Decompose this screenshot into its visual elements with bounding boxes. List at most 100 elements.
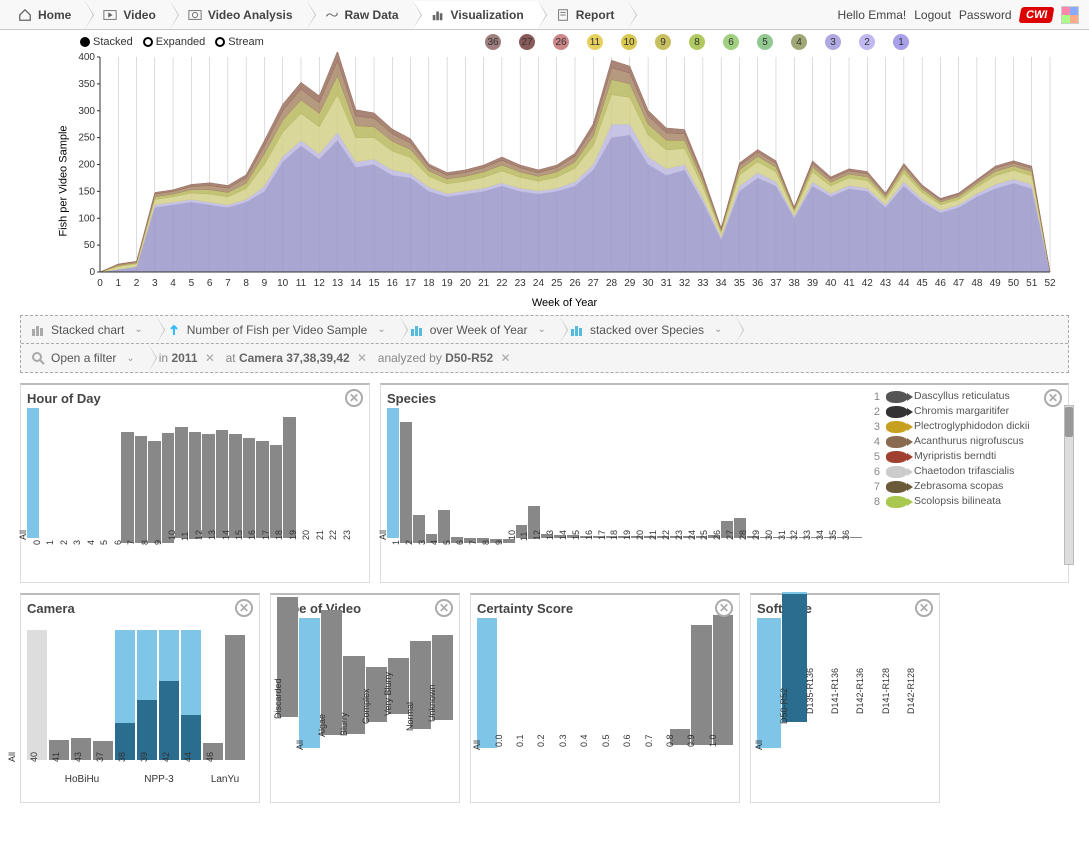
legend-stream[interactable]: Stream xyxy=(215,36,263,48)
bar-item[interactable]: 0.4 xyxy=(584,745,604,760)
nav-visualization[interactable]: Visualization xyxy=(413,1,538,29)
svg-text:13: 13 xyxy=(332,278,344,289)
species-list-item[interactable]: 6 Chaetodon trifascialis xyxy=(868,466,1062,478)
camera-bar[interactable] xyxy=(115,630,135,760)
species-badge[interactable]: 4 xyxy=(791,34,807,50)
home-icon xyxy=(18,8,32,22)
bar-item[interactable]: 0.7 xyxy=(648,745,668,760)
close-panel-software[interactable]: ✕ xyxy=(915,599,933,617)
species-badge[interactable]: 6 xyxy=(723,34,739,50)
species-list-item[interactable]: 3 Plectroglyphidodon dickii xyxy=(868,421,1062,433)
ctrl-stacked-over[interactable]: stacked over Species⌄ xyxy=(560,317,736,343)
bar-item[interactable]: 7 xyxy=(135,436,147,550)
bar-item[interactable]: 0.3 xyxy=(563,745,583,760)
species-badge[interactable]: 27 xyxy=(519,34,535,50)
nav-video[interactable]: Video xyxy=(85,1,169,29)
bar-item[interactable]: D141-R128 xyxy=(883,712,907,760)
camera-bar[interactable] xyxy=(225,635,245,760)
species-badge[interactable]: 3 xyxy=(825,34,841,50)
ctrl-chart-type[interactable]: Stacked chart⌄ xyxy=(21,317,157,343)
nav-video-label: Video xyxy=(123,8,155,22)
close-panel-videotype[interactable]: ✕ xyxy=(435,599,453,617)
nav-raw[interactable]: Raw Data xyxy=(307,1,413,29)
bar-item[interactable]: All xyxy=(757,618,781,760)
bar-item[interactable]: 0.5 xyxy=(606,745,626,760)
fish-icon xyxy=(886,451,908,463)
close-panel-camera[interactable]: ✕ xyxy=(235,599,253,617)
remove-filter-year[interactable]: ✕ xyxy=(205,351,215,365)
species-list-item[interactable]: 7 Zebrasoma scopas xyxy=(868,481,1062,493)
bar-item[interactable]: 11 xyxy=(528,506,540,550)
species-list-item[interactable]: 5 Myripristis berndti xyxy=(868,451,1062,463)
species-bars[interactable]: All1234567891011121314151617181920212223… xyxy=(387,410,862,550)
ctrl-measure[interactable]: Number of Fish per Video Sample⌄ xyxy=(157,317,400,343)
bar-item[interactable]: 8 xyxy=(148,441,160,550)
bar-item[interactable]: Algae xyxy=(321,610,342,760)
close-panel-species[interactable]: ✕ xyxy=(1044,389,1062,407)
hour-bars[interactable]: All0123456789101112131415161718192021222… xyxy=(27,410,363,550)
panel-videotype: Type of Video ✕ DiscardedAllAlgaeBlurryC… xyxy=(270,593,460,803)
camera-bar[interactable] xyxy=(181,630,201,760)
bar-item[interactable]: 9 xyxy=(503,539,515,550)
videotype-bars[interactable]: DiscardedAllAlgaeBlurryComplexVery Blurr… xyxy=(277,620,453,760)
species-list-item[interactable]: 2 Chromis margaritifer xyxy=(868,406,1062,418)
bar-item[interactable]: 0.0 xyxy=(498,745,518,760)
software-bars[interactable]: AllD50-R52D135-R136D141-R136D142-R136D14… xyxy=(757,620,933,760)
species-badge[interactable]: 5 xyxy=(757,34,773,50)
bar-item[interactable]: 23 xyxy=(351,538,363,550)
logout-link[interactable]: Logout xyxy=(914,8,951,22)
main-chart-svg[interactable]: 0501001502002503003504000123456789101112… xyxy=(60,52,1060,292)
ctrl-open-filter[interactable]: Open a filter⌄ xyxy=(21,345,149,371)
bar-item[interactable]: 6 xyxy=(121,432,133,550)
species-badge[interactable]: 10 xyxy=(621,34,637,50)
svg-text:0: 0 xyxy=(89,267,95,278)
bar-item[interactable]: 1.0 xyxy=(713,615,733,760)
species-list-item[interactable]: 1 Dascyllus reticulatus xyxy=(868,391,1062,403)
panel-certainty: Certainty Score ✕ All0.00.10.20.30.40.50… xyxy=(470,593,740,803)
species-badge[interactable]: 11 xyxy=(587,34,603,50)
remove-filter-camera[interactable]: ✕ xyxy=(357,351,367,365)
bar-item[interactable]: D135-R136 xyxy=(808,712,832,760)
bar-item[interactable]: All xyxy=(299,618,320,760)
bar-item[interactable]: 0.2 xyxy=(541,745,561,760)
nav-analysis[interactable]: Video Analysis xyxy=(170,1,307,29)
certainty-bars[interactable]: All0.00.10.20.30.40.50.60.70.80.91.0 xyxy=(477,620,733,760)
radio-filled-icon xyxy=(80,37,90,47)
species-list-item[interactable]: 8 Scolopsis bilineata xyxy=(868,496,1062,508)
species-badge[interactable]: 8 xyxy=(689,34,705,50)
bar-item[interactable]: All xyxy=(387,408,399,550)
close-panel-certainty[interactable]: ✕ xyxy=(715,599,733,617)
nav-home[interactable]: Home xyxy=(0,1,85,29)
close-panel-hour[interactable]: ✕ xyxy=(345,389,363,407)
password-link[interactable]: Password xyxy=(959,8,1012,22)
camera-bar[interactable] xyxy=(159,630,179,760)
panel-certainty-title: Certainty Score xyxy=(477,601,733,616)
remove-filter-software[interactable]: ✕ xyxy=(501,351,511,365)
bar-item[interactable]: 0.6 xyxy=(627,745,647,760)
species-badge[interactable]: 36 xyxy=(485,34,501,50)
bar-item[interactable]: All xyxy=(27,408,39,550)
species-list-item[interactable]: 4 Acanthurus nigrofuscus xyxy=(868,436,1062,448)
bar-item[interactable]: D50-R52 xyxy=(782,592,806,760)
nav-report[interactable]: Report xyxy=(538,1,629,29)
species-badge[interactable]: 1 xyxy=(893,34,909,50)
legend-stacked[interactable]: Stacked xyxy=(80,36,133,48)
bar-item[interactable]: Unknown xyxy=(432,635,453,760)
bar-item[interactable]: D142-R128 xyxy=(909,712,933,760)
main-ylabel: Fish per Video Sample xyxy=(58,125,70,236)
bar-item[interactable]: 1 xyxy=(400,422,412,550)
species-badge[interactable]: 2 xyxy=(859,34,875,50)
legend-expanded[interactable]: Expanded xyxy=(143,36,206,48)
bar-item[interactable]: 0.1 xyxy=(520,745,540,760)
species-badge[interactable]: 26 xyxy=(553,34,569,50)
species-badge[interactable]: 9 xyxy=(655,34,671,50)
camera-bars[interactable]: All404143373839424446HoBiHuNPP-3LanYu xyxy=(27,620,253,785)
bar-item[interactable]: D142-R136 xyxy=(858,712,882,760)
camera-bar[interactable] xyxy=(27,630,47,760)
species-scrollbar[interactable] xyxy=(1064,405,1074,565)
camera-bar[interactable] xyxy=(137,630,157,760)
bar-item[interactable]: Discarded xyxy=(277,597,298,760)
ctrl-over[interactable]: over Week of Year⌄ xyxy=(400,317,560,343)
bar-item[interactable]: D141-R136 xyxy=(833,712,857,760)
bar-item[interactable]: 36 xyxy=(850,537,862,550)
